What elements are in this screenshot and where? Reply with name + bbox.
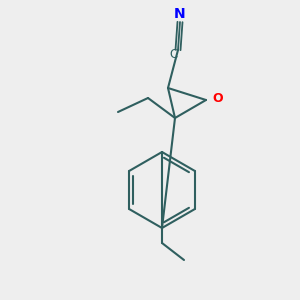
Text: O: O xyxy=(213,92,223,104)
Text: N: N xyxy=(174,7,186,21)
Text: C: C xyxy=(169,49,177,62)
